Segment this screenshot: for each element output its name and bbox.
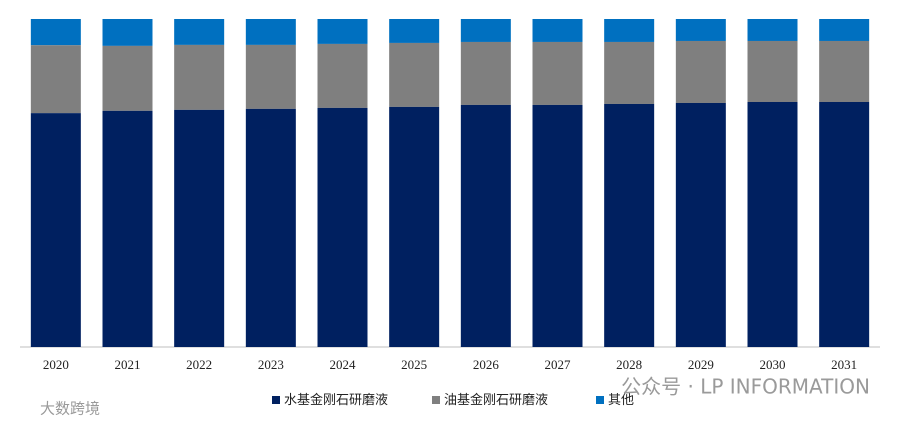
bar-segment xyxy=(174,44,225,110)
x-tick-label: 2020 xyxy=(43,357,69,372)
bar-segment xyxy=(317,43,368,108)
bar-segment xyxy=(389,42,440,107)
bar-segment xyxy=(245,19,296,45)
bar-segment xyxy=(102,19,153,46)
bar-segment xyxy=(532,41,583,105)
legend-marker xyxy=(596,396,604,404)
bar-segment xyxy=(460,104,511,347)
bar-segment xyxy=(819,19,870,41)
legend-marker xyxy=(432,396,440,404)
bar-segment xyxy=(460,41,511,105)
bar-segment xyxy=(102,110,153,347)
legend-label: 水基金刚石研磨液 xyxy=(284,392,388,407)
bar-segment xyxy=(604,41,655,104)
bar-segment xyxy=(747,40,798,102)
bar-segment xyxy=(604,103,655,348)
x-tick-label: 2025 xyxy=(401,357,427,372)
bar-segment xyxy=(819,101,870,347)
bar-segment xyxy=(174,109,225,347)
bar-segment xyxy=(604,19,655,42)
x-tick-label: 2030 xyxy=(760,357,786,372)
x-tick-label: 2022 xyxy=(186,357,212,372)
bar-segment xyxy=(819,40,870,102)
bar-segment xyxy=(245,44,296,109)
bar-segment xyxy=(30,113,81,347)
bar-segment xyxy=(102,45,153,111)
bar-segment xyxy=(245,108,296,347)
bar-segment xyxy=(675,102,726,347)
bar-segment xyxy=(30,19,81,46)
watermark: 公众号 · LP INFORMATION xyxy=(621,375,870,399)
bar-segment xyxy=(532,104,583,347)
bar-segment xyxy=(389,106,440,348)
x-tick-label: 2031 xyxy=(831,357,857,372)
watermark: 大数跨境 xyxy=(40,400,100,418)
bar-segment xyxy=(747,101,798,347)
x-tick-label: 2026 xyxy=(473,357,500,372)
bar-segment xyxy=(460,19,511,42)
legend-label: 其他 xyxy=(608,392,634,407)
bar-segment xyxy=(675,19,726,41)
x-tick-label: 2024 xyxy=(330,357,357,372)
bar-segment xyxy=(747,19,798,41)
x-tick-label: 2029 xyxy=(688,357,714,372)
x-tick-label: 2021 xyxy=(115,357,141,372)
x-tick-label: 2027 xyxy=(545,357,572,372)
bar-segment xyxy=(532,19,583,42)
bar-segment xyxy=(675,40,726,103)
x-tick-label: 2023 xyxy=(258,357,284,372)
legend-marker xyxy=(272,396,280,404)
legend-label: 油基金刚石研磨液 xyxy=(444,392,548,407)
bar-segment xyxy=(30,45,81,114)
bar-segment xyxy=(389,19,440,43)
bar-segment xyxy=(317,19,368,44)
bar-segment xyxy=(174,19,225,45)
bar-segment xyxy=(317,107,368,347)
x-tick-label: 2028 xyxy=(616,357,642,372)
